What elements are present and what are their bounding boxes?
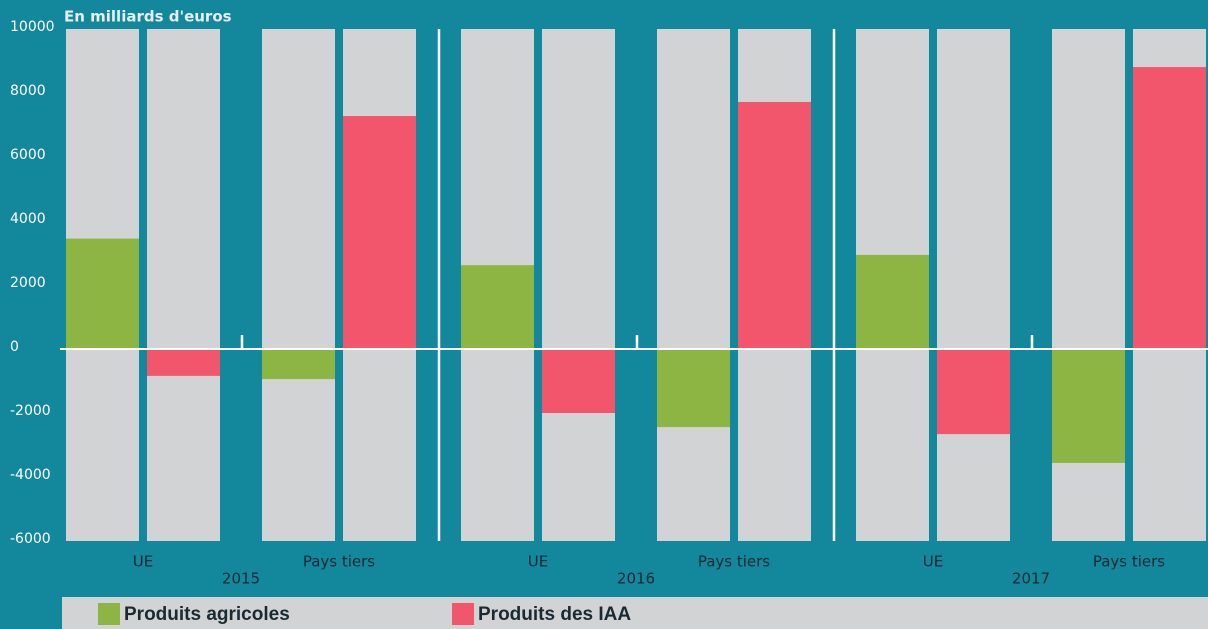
bar bbox=[856, 254, 929, 349]
x-tick-label: Pays tiers bbox=[1093, 553, 1165, 571]
x-tick-label: UE bbox=[133, 553, 153, 571]
legend-box bbox=[62, 597, 1208, 629]
legend-label: Produits agricoles bbox=[124, 604, 290, 625]
bar bbox=[937, 349, 1010, 435]
bar bbox=[262, 349, 335, 380]
year-label: 2015 bbox=[222, 570, 260, 588]
x-tick-label: UE bbox=[923, 553, 943, 571]
bar bbox=[147, 349, 220, 376]
bar bbox=[542, 349, 615, 413]
bar-background bbox=[937, 29, 1010, 541]
year-label: 2017 bbox=[1012, 570, 1050, 588]
legend-swatch bbox=[98, 603, 120, 625]
bar bbox=[66, 238, 139, 349]
y-tick-label: 8000 bbox=[10, 83, 46, 99]
bar-background bbox=[262, 29, 335, 541]
x-tick-label: UE bbox=[528, 553, 548, 571]
y-tick-label: 4000 bbox=[10, 211, 46, 227]
bar-background bbox=[147, 29, 220, 541]
chart-title: En milliards d'euros bbox=[64, 8, 232, 26]
y-tick-label: 2000 bbox=[10, 275, 46, 291]
y-tick-label: 0 bbox=[10, 339, 19, 355]
bar-background bbox=[657, 29, 730, 541]
y-tick-label: -4000 bbox=[10, 467, 51, 483]
bar bbox=[657, 349, 730, 428]
x-tick-label: Pays tiers bbox=[698, 553, 770, 571]
x-tick-label: Pays tiers bbox=[303, 553, 375, 571]
legend-label: Produits des IAA bbox=[478, 604, 631, 625]
bar bbox=[1052, 349, 1125, 463]
y-tick-label: -2000 bbox=[10, 403, 51, 419]
bar-background bbox=[1052, 29, 1125, 541]
bar bbox=[343, 116, 416, 349]
bar bbox=[1133, 67, 1206, 349]
y-tick-label: -6000 bbox=[10, 531, 51, 547]
bar-background bbox=[542, 29, 615, 541]
y-tick-label: 10000 bbox=[10, 19, 55, 35]
legend-swatch bbox=[452, 603, 474, 625]
year-label: 2016 bbox=[617, 570, 655, 588]
bar bbox=[461, 265, 534, 349]
bar bbox=[738, 101, 811, 350]
y-tick-label: 6000 bbox=[10, 147, 46, 163]
